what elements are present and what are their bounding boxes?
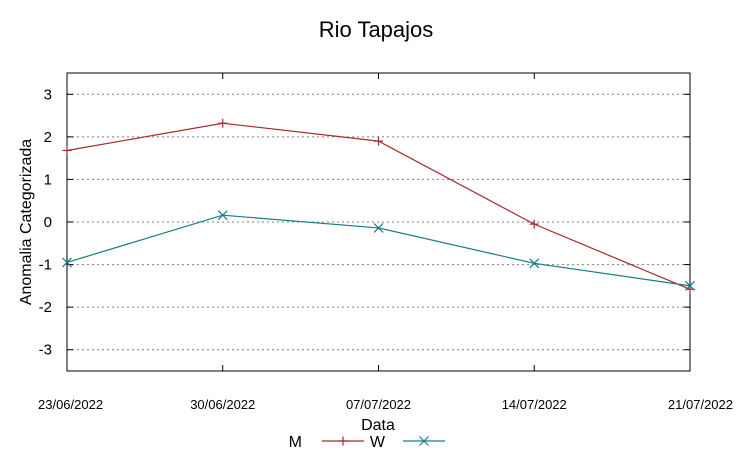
series-w-point	[373, 223, 384, 233]
x-tick-label: 07/07/2022	[346, 397, 411, 412]
y-tick-label: -3	[39, 342, 52, 359]
legend-label-m: M	[289, 434, 302, 451]
y-tick-label: -2	[39, 299, 52, 316]
series-m-point	[218, 118, 228, 128]
series-m	[62, 118, 695, 294]
legend-marker-w	[419, 436, 429, 446]
x-tick-label: 21/07/2022	[668, 397, 733, 412]
series-m-point	[374, 136, 383, 146]
series-w-point	[217, 210, 228, 221]
series-w-point	[62, 257, 72, 268]
y-tick-label: -1	[39, 257, 52, 274]
y-axis-label: Anomalia Categorizada	[18, 139, 35, 305]
legend-marker-m	[338, 436, 348, 446]
y-axis-ticks: 3 2 1 0 -1 -2 -3	[39, 86, 690, 359]
series-w-point	[685, 280, 695, 291]
y-tick-label: 3	[44, 86, 52, 103]
series-w	[62, 210, 695, 291]
x-axis-label: Data	[361, 417, 395, 434]
x-tick-label: 23/06/2022	[38, 397, 103, 412]
series-m-point	[529, 219, 539, 229]
gridlines	[67, 93, 690, 351]
y-tick-label: 0	[44, 214, 52, 231]
y-tick-label: 1	[44, 171, 52, 188]
x-tick-label: 30/06/2022	[190, 397, 255, 412]
series-w-point	[529, 258, 540, 269]
x-axis-ticks: 23/06/2022 30/06/2022 07/07/2022 14/07/2022…	[38, 73, 733, 412]
chart-title: Rio Tapajos	[319, 17, 434, 42]
series-m-point	[62, 145, 72, 155]
y-tick-label: 2	[44, 129, 52, 146]
series-group	[62, 118, 695, 294]
x-tick-label: 14/07/2022	[502, 397, 567, 412]
legend-label-w: W	[370, 434, 386, 451]
